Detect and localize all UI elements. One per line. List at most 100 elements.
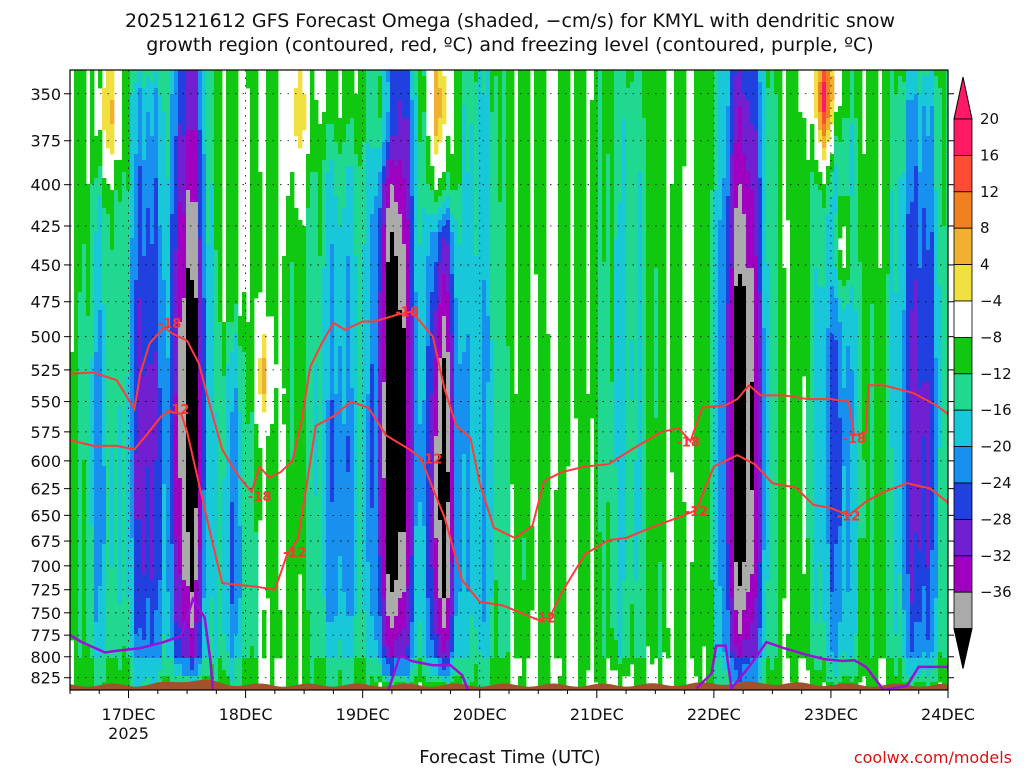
omega-cell: [270, 502, 275, 509]
omega-cell: [218, 352, 223, 359]
omega-cell: [214, 130, 219, 137]
omega-cell: [134, 412, 139, 419]
omega-cell: [198, 256, 203, 263]
omega-cell: [190, 490, 195, 497]
omega-cell: [74, 160, 79, 167]
omega-cell: [250, 622, 255, 629]
omega-cell: [194, 292, 199, 299]
omega-cell: [150, 670, 155, 677]
omega-cell: [162, 646, 167, 653]
omega-cell: [78, 274, 83, 281]
omega-cell: [134, 214, 139, 221]
omega-cell: [166, 202, 171, 209]
omega-cell: [158, 304, 163, 311]
omega-cell: [218, 88, 223, 95]
omega-cell: [194, 634, 199, 641]
plot-area: -18-12-18-12-18-12-12-18-12-18-12: [69, 69, 949, 691]
omega-cell: [130, 520, 135, 527]
omega-cell: [226, 136, 231, 143]
omega-cell: [130, 310, 135, 317]
omega-cell: [138, 70, 143, 77]
omega-cell: [190, 70, 195, 77]
omega-cell: [214, 136, 219, 143]
omega-cell: [210, 520, 215, 527]
omega-cell: [158, 562, 163, 569]
omega-cell: [146, 286, 151, 293]
omega-cell: [138, 178, 143, 185]
omega-cell: [162, 490, 167, 497]
omega-cell: [122, 478, 127, 485]
omega-cell: [114, 490, 119, 497]
omega-cell: [230, 622, 235, 629]
omega-cell: [166, 70, 171, 77]
omega-cell: [98, 214, 103, 221]
omega-cell: [142, 214, 147, 221]
omega-cell: [154, 226, 159, 233]
omega-cell: [190, 286, 195, 293]
omega-cell: [74, 682, 79, 689]
omega-cell: [82, 454, 87, 461]
omega-cell: [190, 370, 195, 377]
omega-cell: [218, 394, 223, 401]
omega-cell: [190, 334, 195, 341]
omega-cell: [158, 478, 163, 485]
omega-cell: [82, 208, 87, 215]
omega-cell: [274, 82, 279, 89]
omega-cell: [78, 88, 83, 95]
omega-cell: [150, 466, 155, 473]
omega-cell: [154, 328, 159, 335]
omega-cell: [154, 250, 159, 257]
omega-cell: [162, 280, 167, 287]
omega-cell: [122, 580, 127, 587]
omega-cell: [126, 208, 131, 215]
omega-cell: [118, 418, 123, 425]
omega-cell: [134, 640, 139, 647]
omega-cell: [202, 130, 207, 137]
omega-cell: [130, 202, 135, 209]
omega-cell: [174, 208, 179, 215]
omega-cell: [118, 358, 123, 365]
omega-cell: [130, 454, 135, 461]
omega-cell: [166, 184, 171, 191]
omega-cell: [106, 574, 111, 581]
omega-cell: [94, 322, 99, 329]
omega-cell: [74, 94, 79, 101]
omega-cell: [198, 610, 203, 617]
omega-cell: [202, 358, 207, 365]
omega-cell: [142, 592, 147, 599]
omega-cell: [230, 280, 235, 287]
omega-cell: [206, 292, 211, 299]
omega-cell: [202, 352, 207, 359]
omega-cell: [222, 502, 227, 509]
omega-cell: [158, 154, 163, 161]
omega-cell: [130, 214, 135, 221]
omega-cell: [106, 76, 111, 83]
omega-cell: [106, 670, 111, 677]
omega-cell: [230, 88, 235, 95]
omega-cell: [214, 172, 219, 179]
omega-cell: [198, 478, 203, 485]
omega-cell: [202, 340, 207, 347]
omega-cell: [78, 400, 83, 407]
omega-cell: [150, 478, 155, 485]
omega-cell: [94, 640, 99, 647]
omega-cell: [102, 436, 107, 443]
omega-cell: [162, 532, 167, 539]
omega-cell: [118, 490, 123, 497]
omega-cell: [158, 550, 163, 557]
omega-cell: [234, 286, 239, 293]
omega-cell: [178, 484, 183, 491]
omega-cell: [162, 268, 167, 275]
omega-cell: [266, 112, 271, 119]
omega-cell: [230, 592, 235, 599]
omega-cell: [190, 526, 195, 533]
omega-cell: [218, 130, 223, 137]
omega-cell: [130, 274, 135, 281]
omega-cell: [134, 340, 139, 347]
omega-cell: [162, 154, 167, 161]
omega-cell: [146, 106, 151, 113]
omega-cell: [178, 244, 183, 251]
omega-cell: [138, 322, 143, 329]
omega-cell: [186, 148, 191, 155]
omega-cell: [206, 472, 211, 479]
